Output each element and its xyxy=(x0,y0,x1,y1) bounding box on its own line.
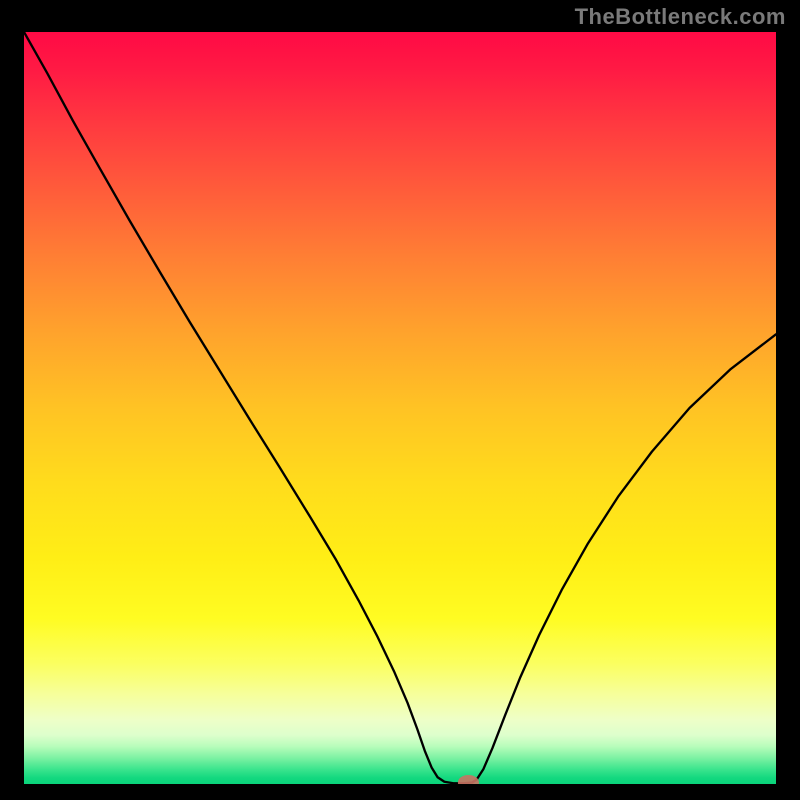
chart-outer-frame: TheBottleneck.com xyxy=(0,0,800,800)
chart-background xyxy=(24,32,776,784)
plot-area xyxy=(24,32,776,784)
bottleneck-curve-chart xyxy=(24,32,776,784)
watermark-text: TheBottleneck.com xyxy=(575,4,786,30)
